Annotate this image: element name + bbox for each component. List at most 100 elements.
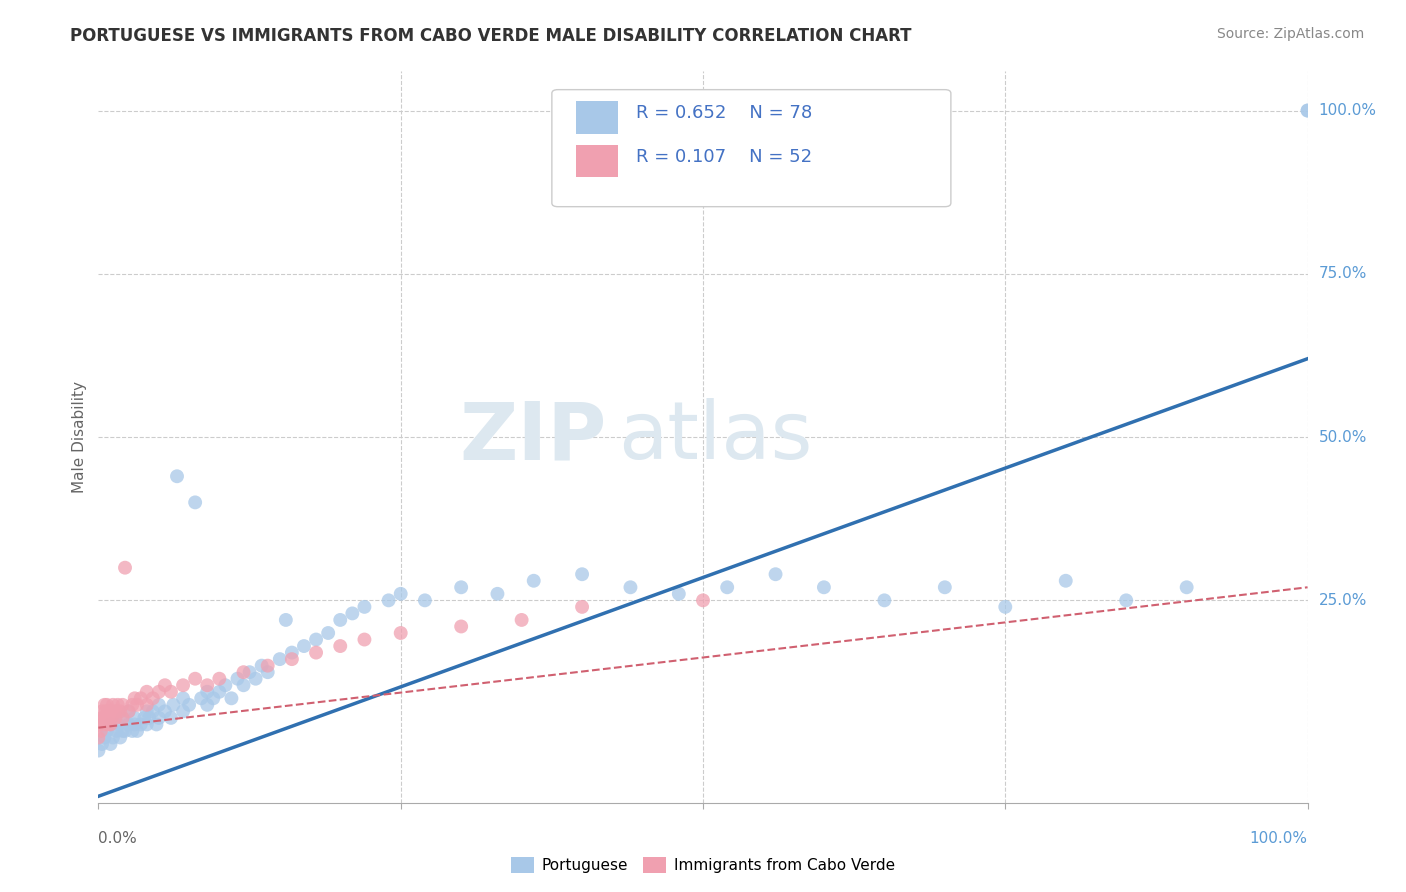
Point (124, 691, 146, 706)
Point (93, 731, 115, 745)
Point (1115, 593, 1137, 607)
Point (148, 711, 170, 725)
Point (765, 567, 787, 582)
Point (135, 685, 157, 699)
Point (142, 691, 165, 706)
Point (118, 717, 141, 731)
Point (105, 723, 128, 738)
Point (692, 593, 714, 607)
Point (256, 665, 278, 680)
Point (1175, 580, 1198, 594)
Point (91, 737, 114, 751)
Point (96, 711, 118, 725)
Point (450, 580, 472, 594)
Point (172, 678, 194, 692)
Point (97, 705, 120, 719)
Point (105, 705, 128, 719)
Point (103, 705, 125, 719)
Point (250, 658, 273, 673)
Point (118, 705, 141, 719)
Point (107, 698, 129, 712)
Point (934, 580, 956, 594)
Point (97, 717, 120, 731)
Point (195, 698, 218, 712)
Point (101, 731, 124, 745)
Point (377, 593, 399, 607)
Point (111, 723, 134, 738)
Point (114, 560, 136, 574)
Point (305, 646, 328, 660)
Point (389, 587, 412, 601)
Point (668, 587, 690, 601)
Point (129, 717, 152, 731)
Point (148, 698, 170, 712)
Point (91, 717, 114, 731)
Text: Source: ZipAtlas.com: Source: ZipAtlas.com (1216, 27, 1364, 41)
Point (96, 698, 118, 712)
Point (389, 626, 412, 640)
Point (127, 723, 149, 738)
Point (450, 619, 472, 633)
Point (994, 599, 1017, 614)
Point (162, 698, 184, 712)
Point (129, 691, 152, 706)
Point (353, 599, 375, 614)
Text: R = 0.107    N = 52: R = 0.107 N = 52 (637, 148, 813, 166)
Point (316, 626, 339, 640)
Point (172, 705, 194, 719)
Point (111, 711, 134, 725)
Point (87, 731, 110, 745)
Point (93, 698, 115, 712)
Point (153, 678, 176, 692)
Point (96, 723, 118, 738)
Point (353, 632, 375, 647)
Point (208, 685, 231, 699)
Point (619, 580, 641, 594)
Point (245, 672, 267, 686)
Point (108, 731, 131, 745)
Point (195, 685, 218, 699)
Point (145, 717, 167, 731)
Point (138, 711, 160, 725)
Point (226, 672, 249, 686)
Bar (576, 145, 619, 178)
Point (142, 705, 165, 719)
Point (166, 469, 188, 483)
Point (100, 737, 122, 751)
Text: R = 0.652    N = 78: R = 0.652 N = 78 (637, 104, 813, 122)
Point (1296, 103, 1319, 118)
Text: 50.0%: 50.0% (1319, 430, 1367, 444)
Point (269, 652, 291, 666)
Point (121, 698, 143, 712)
Point (160, 685, 183, 699)
Point (184, 672, 207, 686)
Point (716, 580, 738, 594)
Point (124, 717, 146, 731)
Point (100, 705, 122, 719)
Point (342, 607, 364, 621)
Point (256, 658, 278, 673)
Text: 100.0%: 100.0% (1319, 103, 1376, 118)
Point (1296, 103, 1319, 118)
Point (232, 665, 254, 680)
Point (413, 593, 436, 607)
Point (91, 711, 114, 725)
Point (111, 711, 134, 725)
Point (160, 711, 183, 725)
Point (221, 691, 243, 706)
Point (87, 743, 110, 757)
Point (100, 717, 122, 731)
Point (305, 632, 328, 647)
Legend: Portuguese, Immigrants from Cabo Verde: Portuguese, Immigrants from Cabo Verde (505, 851, 901, 880)
Point (813, 580, 835, 594)
Point (121, 723, 143, 738)
Point (510, 613, 533, 627)
Point (873, 593, 896, 607)
Point (104, 711, 127, 725)
Point (135, 705, 157, 719)
Point (571, 567, 593, 582)
Point (100, 711, 122, 725)
Text: 0.0%: 0.0% (98, 830, 138, 846)
Point (135, 717, 157, 731)
Point (208, 672, 231, 686)
